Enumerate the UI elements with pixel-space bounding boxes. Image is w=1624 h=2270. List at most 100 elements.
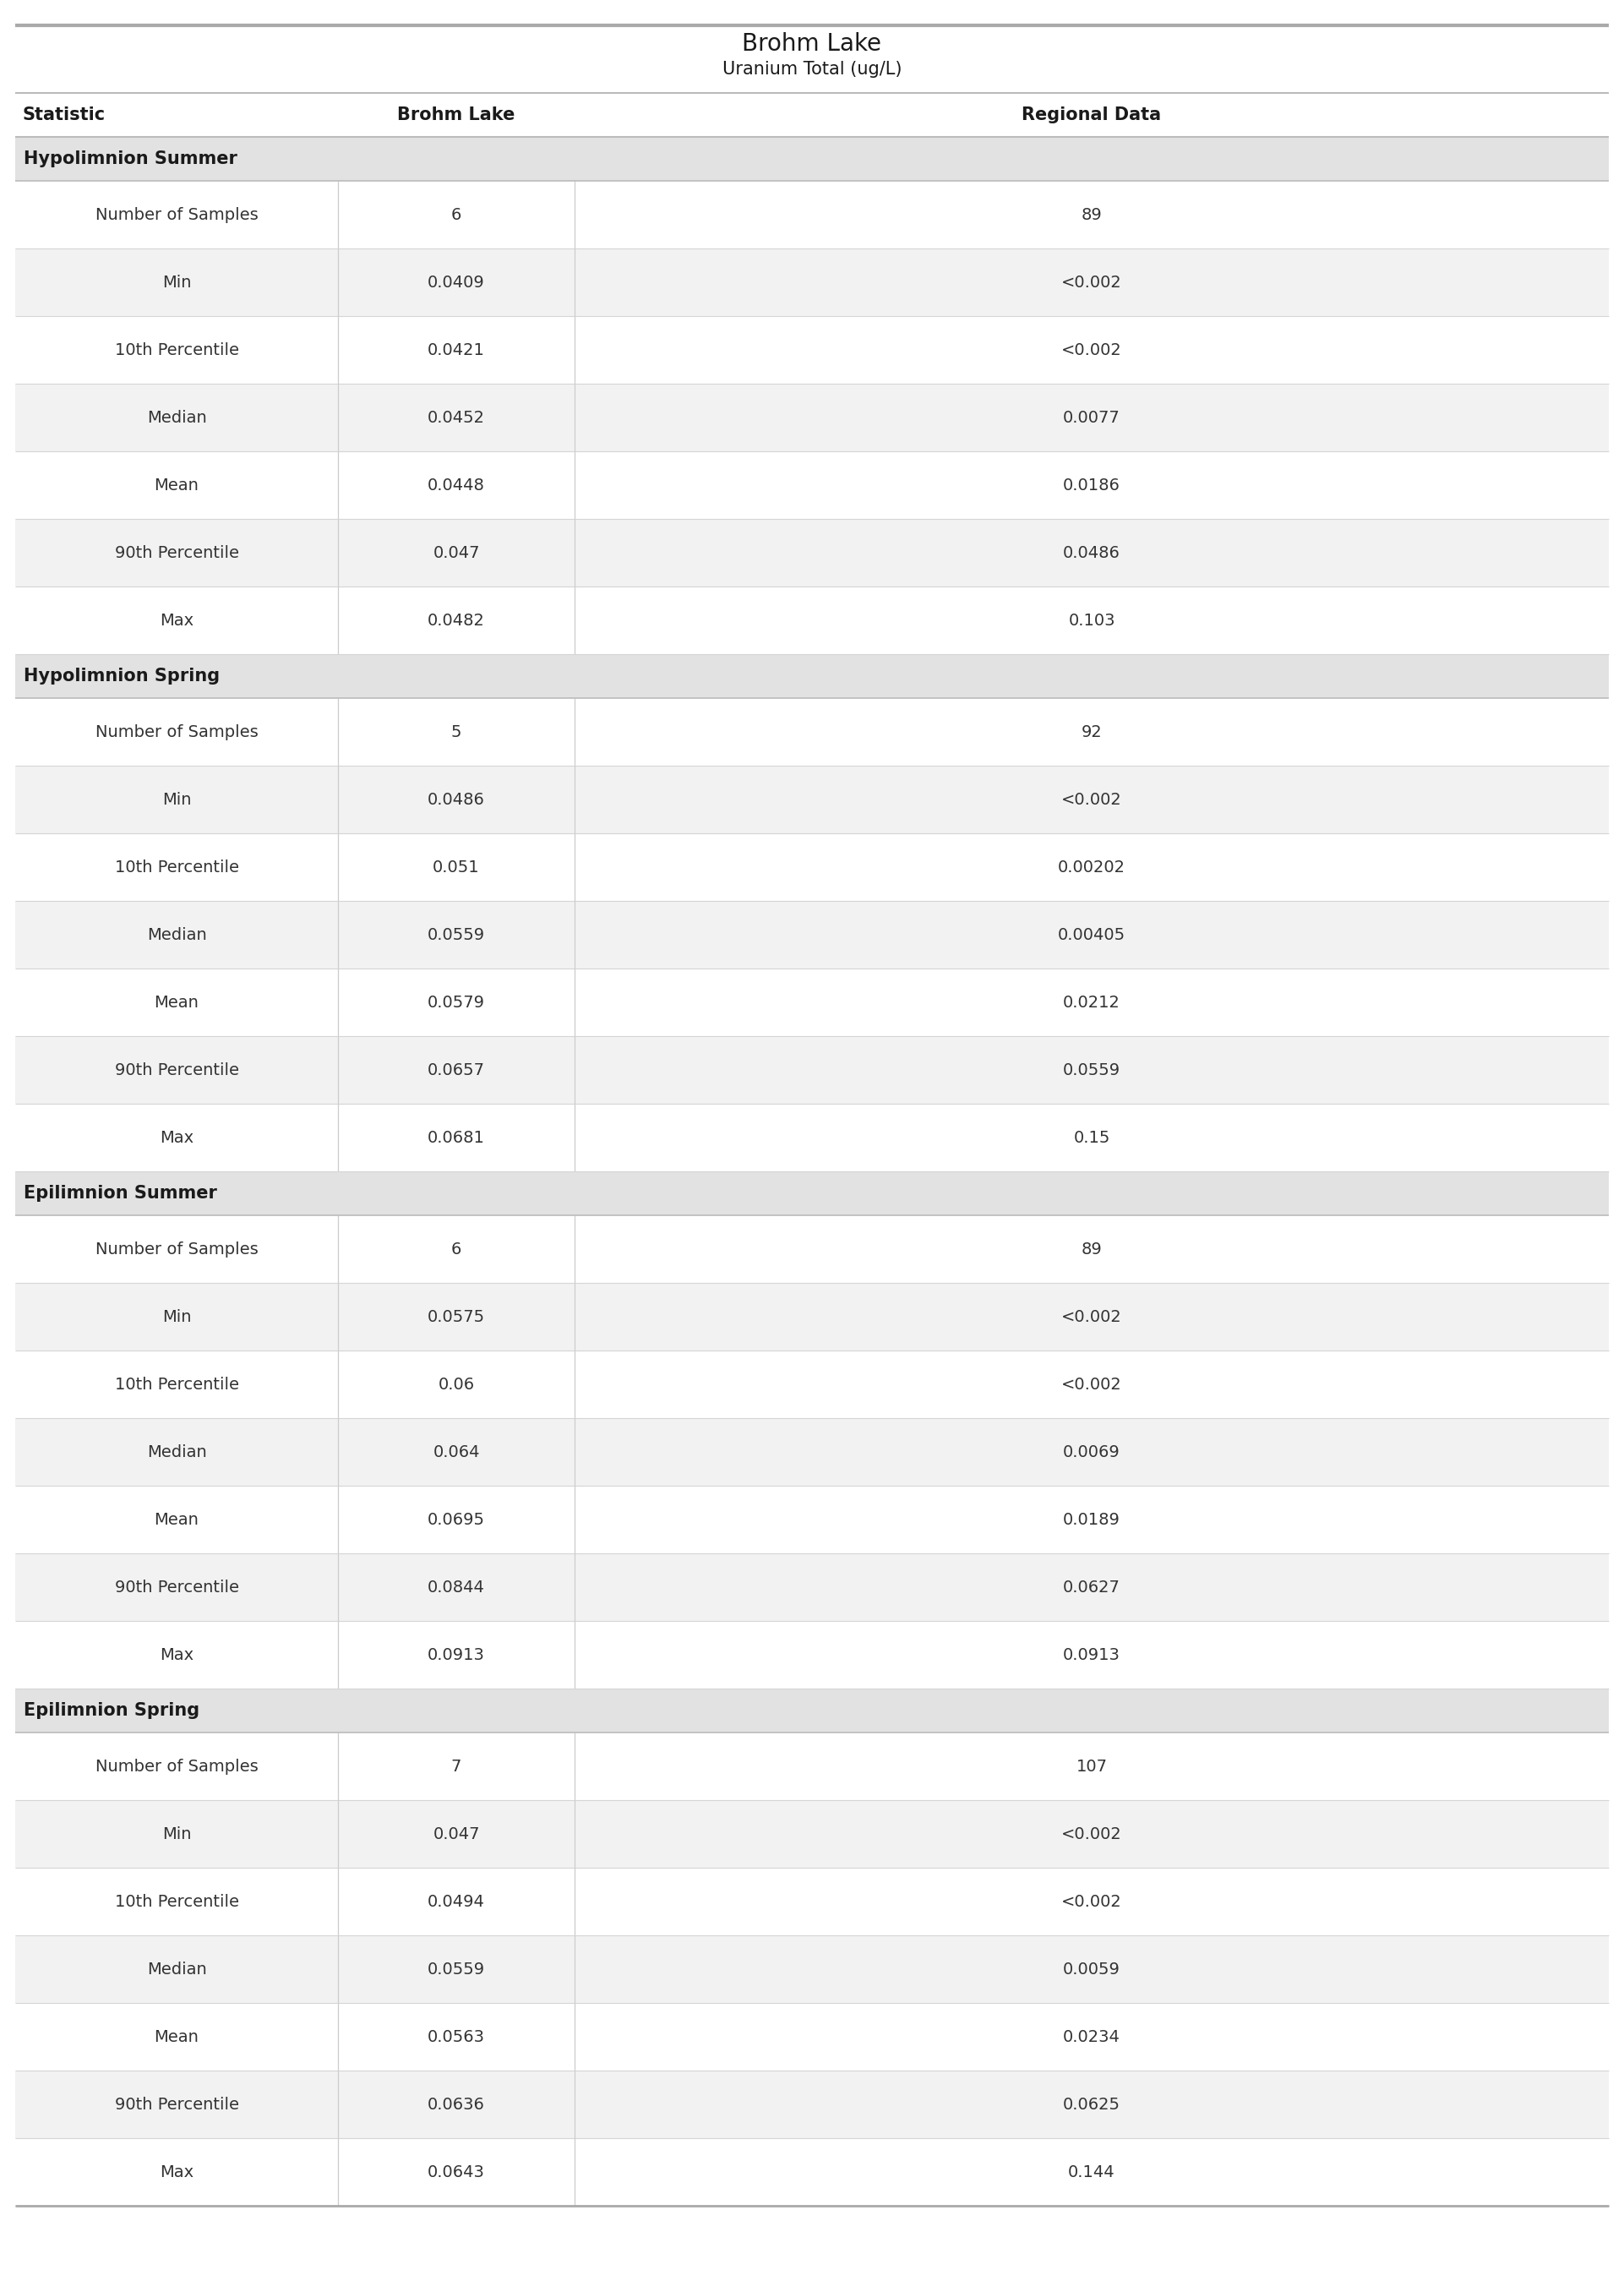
Bar — [15, 833, 1609, 901]
Text: 0.15: 0.15 — [1073, 1130, 1111, 1146]
Text: <0.002: <0.002 — [1062, 1825, 1122, 1841]
Text: 0.0452: 0.0452 — [427, 409, 486, 424]
Text: 0.064: 0.064 — [434, 1444, 479, 1460]
Text: 0.0695: 0.0695 — [427, 1512, 486, 1528]
Text: 0.0448: 0.0448 — [427, 477, 486, 493]
Text: 0.0657: 0.0657 — [427, 1062, 486, 1078]
Text: Number of Samples: Number of Samples — [96, 1759, 258, 1775]
Bar — [15, 1621, 1609, 1689]
Bar — [15, 452, 1609, 520]
Text: 0.0409: 0.0409 — [427, 275, 486, 291]
Text: Median: Median — [146, 409, 206, 424]
Text: 0.0643: 0.0643 — [427, 2163, 486, 2179]
Text: Min: Min — [162, 275, 192, 291]
Text: 0.0627: 0.0627 — [1064, 1580, 1121, 1596]
Bar — [15, 1689, 1609, 1732]
Text: 0.051: 0.051 — [432, 858, 479, 876]
Text: Epilimnion Summer: Epilimnion Summer — [24, 1185, 218, 1201]
Bar — [15, 1171, 1609, 1214]
Text: 0.0077: 0.0077 — [1064, 409, 1121, 424]
Bar — [15, 520, 1609, 586]
Text: 0.0575: 0.0575 — [427, 1310, 486, 1326]
Text: 0.0494: 0.0494 — [427, 1893, 486, 1909]
Text: 0.0559: 0.0559 — [427, 1961, 486, 1977]
Bar — [15, 182, 1609, 247]
Bar — [15, 1800, 1609, 1868]
Text: 0.0625: 0.0625 — [1064, 2095, 1121, 2113]
Text: Median: Median — [146, 926, 206, 942]
Text: Number of Samples: Number of Samples — [96, 724, 258, 740]
Text: 0.0563: 0.0563 — [427, 2029, 486, 2045]
Text: Hypolimnion Spring: Hypolimnion Spring — [24, 667, 219, 686]
Text: <0.002: <0.002 — [1062, 343, 1122, 359]
Text: 10th Percentile: 10th Percentile — [114, 858, 239, 876]
Text: Brohm Lake: Brohm Lake — [398, 107, 515, 123]
Text: 10th Percentile: 10th Percentile — [114, 1376, 239, 1392]
Text: 0.00405: 0.00405 — [1057, 926, 1125, 942]
Text: 0.0421: 0.0421 — [427, 343, 486, 359]
Bar — [15, 1283, 1609, 1351]
Text: 0.047: 0.047 — [434, 1825, 479, 1841]
Bar — [15, 1419, 1609, 1487]
Text: 0.06: 0.06 — [438, 1376, 474, 1392]
Text: 0.0059: 0.0059 — [1064, 1961, 1121, 1977]
Text: <0.002: <0.002 — [1062, 1310, 1122, 1326]
Text: Statistic: Statistic — [23, 107, 106, 123]
Text: Number of Samples: Number of Samples — [96, 207, 258, 222]
Text: 90th Percentile: 90th Percentile — [114, 1062, 239, 1078]
Bar — [15, 901, 1609, 969]
Text: 0.0069: 0.0069 — [1064, 1444, 1121, 1460]
Text: Max: Max — [159, 2163, 193, 2179]
Text: 7: 7 — [451, 1759, 461, 1775]
Text: 0.0844: 0.0844 — [427, 1580, 486, 1596]
Text: Regional Data: Regional Data — [1021, 107, 1161, 123]
Bar — [15, 384, 1609, 452]
Text: 89: 89 — [1082, 1242, 1103, 1258]
Text: 90th Percentile: 90th Percentile — [114, 545, 239, 561]
Text: 0.0913: 0.0913 — [1064, 1646, 1121, 1664]
Bar — [15, 586, 1609, 654]
Text: 0.0913: 0.0913 — [427, 1646, 486, 1664]
Text: 107: 107 — [1077, 1759, 1108, 1775]
Text: Uranium Total (ug/L): Uranium Total (ug/L) — [723, 61, 901, 77]
Text: Max: Max — [159, 1646, 193, 1664]
Text: 0.0559: 0.0559 — [1062, 1062, 1121, 1078]
Text: Min: Min — [162, 1825, 192, 1841]
Text: Min: Min — [162, 1310, 192, 1326]
Text: 0.0636: 0.0636 — [427, 2095, 486, 2113]
Text: 0.047: 0.047 — [434, 545, 479, 561]
Text: 0.0212: 0.0212 — [1064, 994, 1121, 1010]
Bar — [15, 136, 1609, 182]
Bar — [15, 699, 1609, 765]
Text: 6: 6 — [451, 207, 461, 222]
Text: Median: Median — [146, 1961, 206, 1977]
Text: 10th Percentile: 10th Percentile — [114, 343, 239, 359]
Bar — [15, 1553, 1609, 1621]
Bar — [15, 2070, 1609, 2138]
Bar — [15, 2002, 1609, 2070]
Bar — [15, 1103, 1609, 1171]
Text: Brohm Lake: Brohm Lake — [742, 32, 882, 57]
Text: Mean: Mean — [154, 994, 198, 1010]
Text: <0.002: <0.002 — [1062, 1893, 1122, 1909]
Bar — [15, 2138, 1609, 2206]
Text: 6: 6 — [451, 1242, 461, 1258]
Bar — [15, 1732, 1609, 1800]
Text: 0.0486: 0.0486 — [427, 792, 486, 808]
Text: Median: Median — [146, 1444, 206, 1460]
Text: Min: Min — [162, 792, 192, 808]
Bar — [15, 247, 1609, 316]
Text: Mean: Mean — [154, 2029, 198, 2045]
Bar — [15, 316, 1609, 384]
Text: 0.0189: 0.0189 — [1064, 1512, 1121, 1528]
Bar — [15, 765, 1609, 833]
Text: 90th Percentile: 90th Percentile — [114, 1580, 239, 1596]
Text: <0.002: <0.002 — [1062, 792, 1122, 808]
Text: 5: 5 — [451, 724, 461, 740]
Bar — [15, 1936, 1609, 2002]
Text: Number of Samples: Number of Samples — [96, 1242, 258, 1258]
Bar — [15, 1487, 1609, 1553]
Text: 92: 92 — [1082, 724, 1103, 740]
Text: 90th Percentile: 90th Percentile — [114, 2095, 239, 2113]
Text: 0.0559: 0.0559 — [427, 926, 486, 942]
